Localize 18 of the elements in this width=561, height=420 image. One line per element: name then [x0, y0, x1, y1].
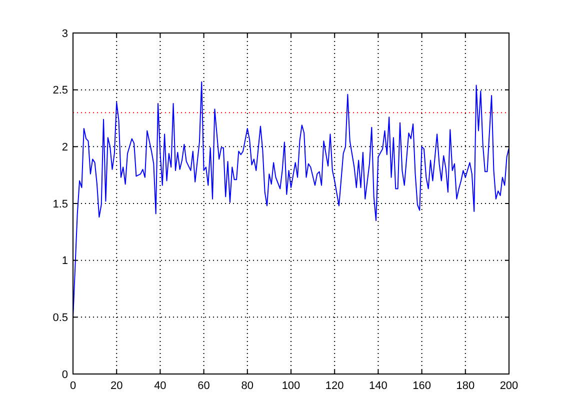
y-tick-label: 1.5	[52, 198, 68, 210]
x-tick-label: 0	[70, 380, 76, 392]
y-tick-label: 0	[62, 368, 68, 381]
x-tick-label: 60	[198, 380, 210, 392]
y-tick-label: 1	[62, 255, 68, 268]
x-tick-label: 140	[369, 380, 388, 392]
y-tick-label: 3	[62, 28, 68, 40]
x-tick-label: 40	[154, 380, 166, 392]
y-tick-label: 2	[62, 142, 68, 154]
y-tick-label: 0.5	[52, 312, 68, 324]
x-tick-label: 200	[500, 380, 518, 392]
x-tick-label: 100	[282, 380, 300, 392]
x-tick-label: 80	[241, 380, 254, 392]
x-tick-label: 120	[325, 380, 344, 392]
x-tick-label: 20	[110, 380, 123, 392]
y-tick-label: 2.5	[52, 84, 68, 97]
x-tick-label: 160	[412, 380, 431, 392]
x-tick-label: 180	[456, 380, 475, 392]
